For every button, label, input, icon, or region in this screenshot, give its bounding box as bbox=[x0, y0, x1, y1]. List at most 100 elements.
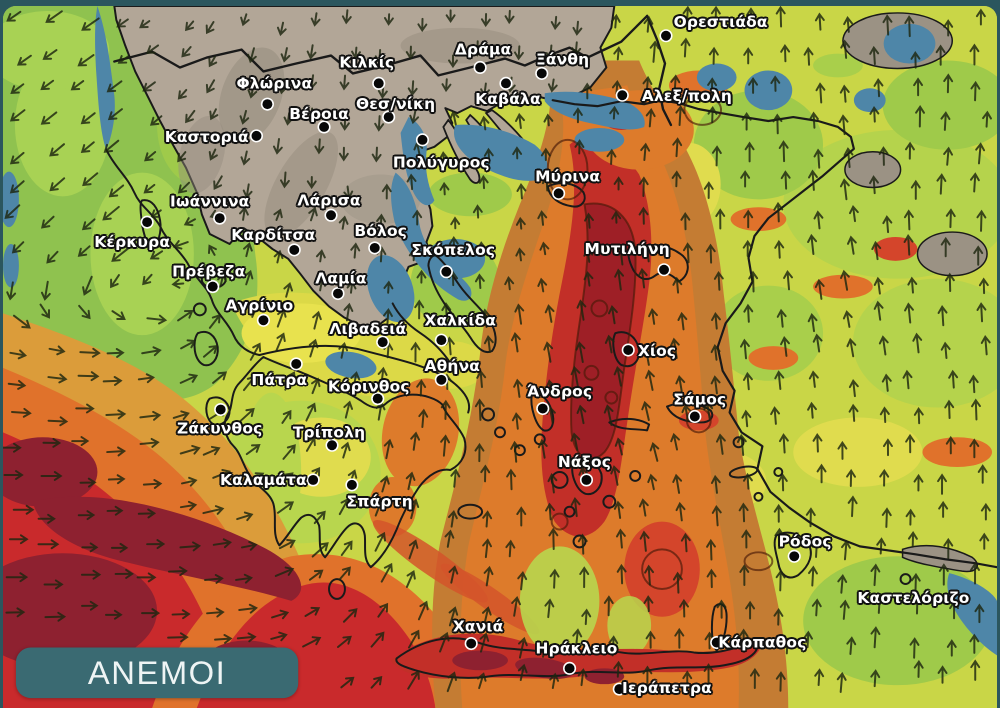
wind-arrow-icon bbox=[613, 500, 624, 519]
wind-arrow-icon bbox=[47, 373, 68, 384]
wind-arrow-icon bbox=[584, 212, 594, 229]
wind-arrow-icon bbox=[510, 440, 521, 463]
wind-arrow-icon bbox=[807, 233, 818, 256]
wind-arrow-icon bbox=[846, 337, 857, 358]
wind-arrow-icon bbox=[79, 477, 97, 488]
wind-arrow-icon bbox=[574, 139, 585, 155]
wind-arrow-icon bbox=[483, 335, 494, 353]
wind-arrow-icon bbox=[648, 307, 658, 325]
wind-arrow-icon bbox=[878, 335, 889, 356]
wind-arrow-icon bbox=[383, 280, 394, 294]
wind-arrow-icon bbox=[873, 276, 884, 295]
wind-arrow-icon bbox=[106, 446, 127, 457]
wind-arrow-icon bbox=[208, 313, 221, 329]
wind-arrow-icon bbox=[77, 371, 100, 382]
wind-arrow-icon bbox=[77, 54, 95, 67]
wind-arrow-icon bbox=[878, 146, 889, 166]
wind-arrow-icon bbox=[613, 660, 624, 678]
wind-arrow-icon bbox=[306, 107, 317, 124]
wind-arrow-icon bbox=[913, 659, 924, 678]
wind-arrow-icon bbox=[847, 495, 858, 518]
wind-arrow-icon bbox=[775, 671, 786, 692]
wind-arrow-icon bbox=[679, 598, 690, 618]
wind-arrow-icon bbox=[247, 82, 258, 99]
coastlines bbox=[105, 14, 997, 679]
wind-arrow-icon bbox=[969, 43, 980, 66]
wind-arrow-icon bbox=[738, 502, 749, 523]
wind-arrow-icon bbox=[517, 571, 528, 591]
wind-arrow-icon bbox=[575, 341, 586, 363]
wind-arrow-icon bbox=[308, 206, 318, 222]
wind-arrow-icon bbox=[149, 115, 163, 126]
wind-arrow-icon bbox=[375, 401, 386, 421]
wind-arrow-icon bbox=[808, 169, 818, 191]
wind-arrow-icon bbox=[336, 635, 352, 648]
wind-arrow-icon bbox=[703, 181, 714, 199]
wind-arrow-icon bbox=[707, 106, 718, 124]
wind-arrow-icon bbox=[910, 572, 921, 595]
wind-arrow-icon bbox=[904, 15, 915, 38]
wind-arrow-icon bbox=[879, 468, 890, 487]
wind-arrow-icon bbox=[474, 273, 485, 290]
wind-arrow-icon bbox=[238, 407, 255, 423]
wind-arrow-icon bbox=[441, 302, 452, 319]
wind-arrow-icon bbox=[139, 437, 160, 448]
wind-arrow-icon bbox=[975, 8, 986, 26]
wind-arrow-icon bbox=[909, 637, 920, 659]
wind-arrow-icon bbox=[504, 276, 515, 291]
wind-arrow-icon bbox=[682, 6, 693, 26]
wind-arrow-icon bbox=[236, 511, 254, 522]
wind-arrow-icon bbox=[479, 632, 490, 653]
wind-arrow-icon bbox=[606, 148, 617, 165]
wind-arrow-icon bbox=[969, 172, 980, 193]
wind-arrow-icon bbox=[813, 210, 824, 230]
wind-arrow-icon bbox=[515, 112, 525, 130]
wind-arrow-icon bbox=[245, 444, 261, 456]
wind-arrow-icon bbox=[815, 82, 826, 104]
wind-arrow-icon bbox=[172, 410, 190, 420]
wind-arrow-icon bbox=[839, 84, 850, 103]
wind-arrow-icon bbox=[407, 629, 420, 649]
wind-arrow-icon bbox=[341, 9, 352, 25]
wind-arrow-icon bbox=[80, 569, 102, 580]
wind-arrow-icon bbox=[744, 141, 755, 163]
wind-arrow-icon bbox=[644, 564, 655, 586]
wind-arrow-icon bbox=[111, 310, 126, 321]
wind-arrow-icon bbox=[570, 432, 581, 451]
wind-arrow-icon bbox=[780, 170, 791, 190]
wind-arrow-icon bbox=[179, 500, 198, 511]
wind-arrow-icon bbox=[80, 112, 96, 125]
wind-arrow-icon bbox=[207, 244, 217, 256]
wind-arrow-icon bbox=[306, 44, 317, 60]
wind-arrow-icon bbox=[741, 409, 752, 428]
wind-arrow-icon bbox=[979, 532, 990, 550]
wind-arrow-icon bbox=[37, 513, 56, 524]
wind-arrow-icon bbox=[180, 339, 197, 350]
wind-arrow-icon bbox=[978, 277, 989, 295]
wind-arrow-icon bbox=[882, 215, 893, 234]
wind-arrow-icon bbox=[439, 631, 450, 653]
wind-arrow-icon bbox=[177, 151, 187, 163]
wind-arrow-icon bbox=[879, 406, 890, 424]
wind-arrow-icon bbox=[479, 115, 490, 131]
wind-arrow-icon bbox=[40, 215, 55, 229]
wind-arrow-icon bbox=[543, 341, 554, 363]
wind-arrow-icon bbox=[273, 249, 284, 264]
wind-arrow-icon bbox=[881, 507, 892, 528]
wind-arrow-icon bbox=[441, 78, 452, 93]
wind-arrow-icon bbox=[209, 209, 223, 220]
wind-arrow-icon bbox=[813, 148, 824, 169]
wind-arrow-icon bbox=[48, 345, 66, 356]
wind-arrow-icon bbox=[982, 110, 992, 128]
wind-arrow-icon bbox=[943, 537, 954, 559]
wind-arrow-icon bbox=[746, 7, 756, 27]
wind-arrow-icon bbox=[338, 497, 350, 516]
wind-arrow-icon bbox=[343, 302, 354, 322]
wind-arrow-icon bbox=[278, 539, 296, 550]
wind-arrow-icon bbox=[808, 370, 819, 388]
wind-arrow-icon bbox=[577, 533, 588, 555]
wind-arrow-icon bbox=[149, 250, 164, 260]
wind-arrow-icon bbox=[614, 268, 625, 291]
wind-arrow-icon bbox=[82, 275, 93, 296]
wind-arrow-icon bbox=[803, 630, 813, 649]
